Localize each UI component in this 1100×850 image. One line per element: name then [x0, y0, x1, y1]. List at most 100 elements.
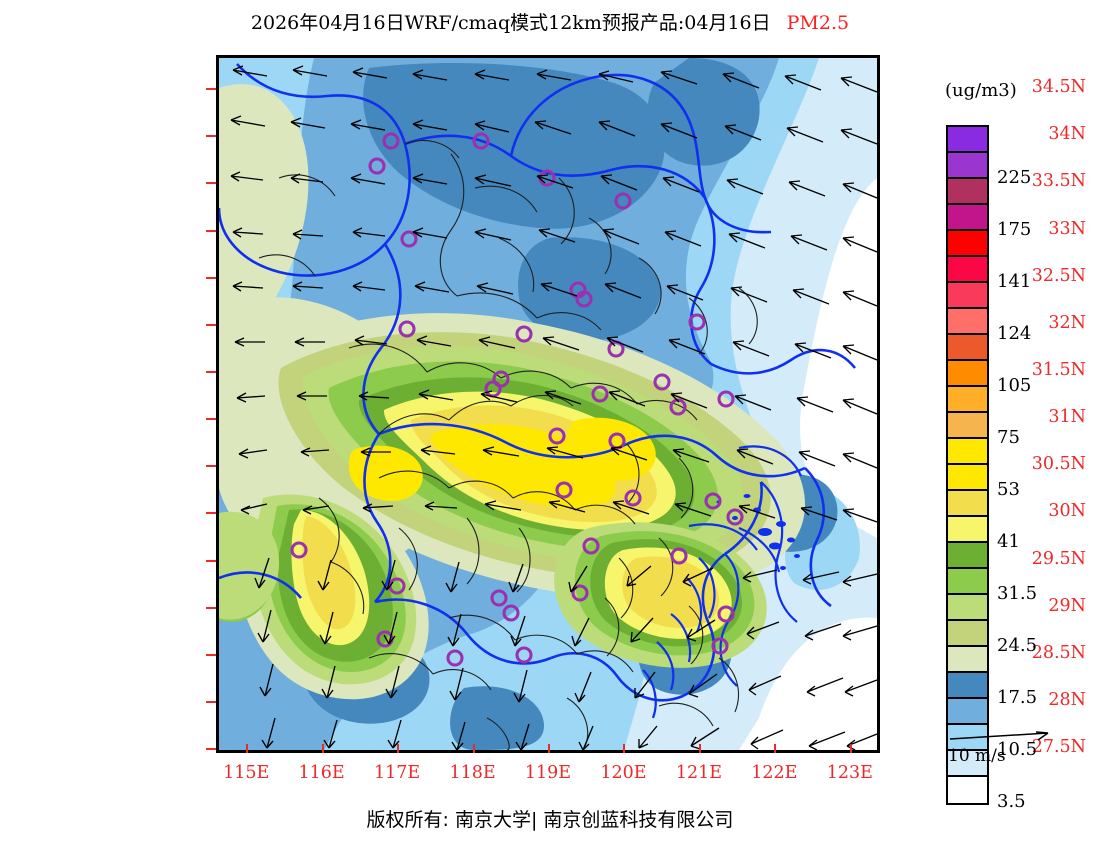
latitude-tick-label: 29.5N [1031, 548, 1086, 569]
latitude-tick-mark [206, 135, 216, 138]
colorbar-swatch[interactable] [948, 595, 987, 621]
longitude-tick-mark [548, 744, 550, 753]
colorbar-tick-label: 141 [997, 270, 1032, 292]
longitude-tick-label: 116E [298, 763, 345, 783]
longitude-tick-mark [849, 744, 852, 753]
latitude-tick-label: 29N [1048, 595, 1086, 616]
colorbar-swatch[interactable] [948, 491, 987, 517]
map-canvas [219, 58, 877, 750]
longitude-tick-label: 115E [223, 763, 270, 783]
latitude-tick-label: 28.5N [1031, 642, 1086, 663]
latitude-tick-mark [206, 229, 216, 232]
longitude-tick-mark [774, 744, 777, 753]
latitude-tick-mark [206, 370, 216, 373]
colorbar-swatch[interactable] [948, 647, 987, 673]
longitude-tick-label: 120E [600, 763, 647, 783]
colorbar-tick-label: 3.5 [997, 790, 1026, 812]
latitude-tick-label: 34.5N [1031, 77, 1086, 97]
copyright-footer: 版权所有: 南京大学| 南京创蓝科技有限公司 [366, 809, 734, 831]
latitude-tick-label: 28N [1048, 690, 1086, 711]
latitude-tick-label: 34N [1048, 124, 1086, 145]
colorbar-swatch[interactable] [948, 205, 987, 231]
latitude-tick-label: 31.5N [1031, 359, 1086, 380]
latitude-tick-label: 30.5N [1031, 454, 1086, 475]
latitude-tick-mark [206, 701, 216, 704]
colorbar-tick-label: 24.5 [997, 634, 1038, 656]
colorbar-tick-label: 124 [997, 322, 1032, 344]
forecast-map-plot[interactable] [216, 55, 880, 753]
colorbar-tick-label: 10.5 [997, 738, 1038, 760]
latitude-tick-label: 32.5N [1031, 265, 1086, 286]
colorbar-swatch[interactable] [948, 283, 987, 309]
longitude-tick-label: 123E [826, 763, 873, 783]
colorbar-swatch[interactable] [948, 465, 987, 491]
colorbar-swatch[interactable] [948, 335, 987, 361]
latitude-tick-mark [206, 418, 216, 421]
colorbar-swatch[interactable] [948, 673, 987, 699]
colorbar-swatch[interactable] [948, 543, 987, 569]
latitude-tick-mark [206, 606, 216, 609]
colorbar-tick-label: 17.5 [997, 686, 1038, 708]
longitude-tick-mark [698, 744, 701, 753]
latitude-tick-label: 33.5N [1031, 171, 1086, 192]
wind-scale-key: 10 m/s [948, 728, 1098, 766]
longitude-tick-mark [246, 744, 249, 753]
colorbar-swatch[interactable] [948, 179, 987, 205]
latitude-tick-mark [206, 559, 216, 562]
longitude-tick-label: 117E [373, 763, 421, 783]
longitude-tick-mark [321, 744, 324, 753]
colorbar-unit-label: (ug/m3) [945, 80, 1017, 101]
colorbar-swatch[interactable] [948, 257, 987, 283]
right-arrow-icon [949, 731, 1049, 741]
colorbar-tick-label: 75 [997, 426, 1020, 448]
latitude-tick-mark [206, 512, 216, 515]
colorbar-swatch[interactable] [948, 777, 987, 803]
colorbar-swatch[interactable] [948, 413, 987, 439]
colorbar-swatch[interactable] [948, 699, 987, 725]
longitude-tick-label: 122E [751, 763, 798, 783]
longitude-tick-mark [623, 744, 626, 753]
colorbar-swatch[interactable] [948, 439, 987, 465]
colorbar-tick-label: 105 [997, 374, 1032, 396]
latitude-tick-mark [206, 276, 216, 279]
latitude-tick-mark [206, 465, 216, 468]
colorbar-swatch[interactable] [948, 621, 987, 647]
colorbar-swatch[interactable] [948, 387, 987, 413]
chart-title: 2026年04月16日WRF/cmaq模式12km预报产品:04月16日 PM2.… [0, 8, 1100, 35]
colorbar-swatch[interactable] [948, 127, 987, 153]
longitude-tick-label: 118E [449, 763, 496, 783]
wind-vector-field [230, 65, 877, 750]
colorbar-tick-label: 53 [997, 478, 1020, 500]
latitude-tick-mark [206, 653, 216, 656]
latitude-tick-label: 31N [1048, 407, 1086, 428]
longitude-tick-label: 119E [524, 763, 572, 783]
colorbar-swatch[interactable] [948, 751, 987, 777]
colorbar-tick-label: 31.5 [997, 582, 1038, 604]
latitude-tick-label: 30N [1048, 501, 1086, 522]
longitude-tick-mark [397, 744, 400, 753]
colorbar-swatches[interactable] [946, 125, 989, 805]
title-text: 2026年04月16日WRF/cmaq模式12km预报产品:04月16日 [250, 12, 771, 34]
colorbar-tick-label: 225 [997, 166, 1032, 188]
colorbar: (ug/m3) 225 175 141 124 105 75 53 41 31.5 24.5 17.… [941, 80, 1100, 812]
colorbar-swatch[interactable] [948, 569, 987, 595]
latitude-tick-label: 27.5N [1031, 737, 1086, 758]
wind-scale-label: 10 m/s [948, 746, 1006, 766]
colorbar-swatch[interactable] [948, 231, 987, 257]
latitude-tick-mark [206, 748, 216, 751]
latitude-tick-label: 33N [1048, 218, 1086, 239]
latitude-tick-mark [206, 88, 216, 90]
title-species: PM2.5 [786, 12, 850, 34]
colorbar-swatch[interactable] [948, 153, 987, 179]
latitude-tick-mark [206, 182, 216, 185]
colorbar-swatch[interactable] [948, 517, 987, 543]
latitude-tick-label: 32N [1048, 312, 1086, 333]
colorbar-swatch[interactable] [948, 361, 987, 387]
wind-reference-arrow [948, 728, 1098, 744]
pm25-contour-field [219, 58, 877, 750]
colorbar-swatch[interactable] [948, 309, 987, 335]
colorbar-tick-label: 41 [997, 530, 1020, 552]
longitude-tick-label: 121E [675, 763, 722, 783]
longitude-tick-mark [472, 744, 475, 753]
latitude-tick-mark [206, 323, 216, 326]
